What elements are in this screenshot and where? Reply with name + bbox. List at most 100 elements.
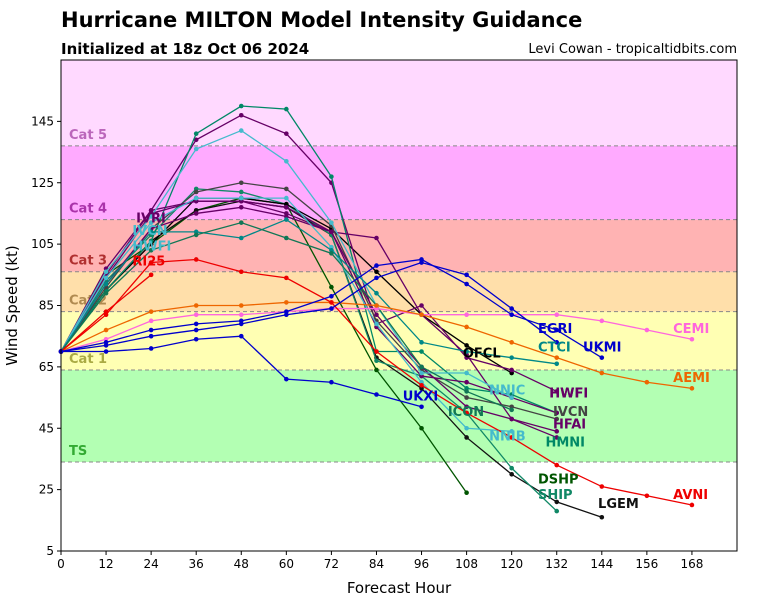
series-label-ri25: RI25 [132, 255, 165, 270]
data-point [509, 306, 514, 311]
data-point [329, 300, 334, 305]
data-point [464, 395, 469, 400]
data-point [374, 235, 379, 241]
data-point [284, 211, 289, 216]
data-point [509, 407, 514, 413]
data-point [284, 158, 289, 164]
series-line-hmni [60, 105, 557, 414]
data-point [464, 272, 469, 278]
data-point [148, 260, 154, 265]
data-point [238, 220, 244, 225]
x-tick-label: 0 [57, 557, 65, 571]
data-point [238, 321, 244, 327]
data-point [464, 410, 469, 416]
band-label: TS [69, 444, 87, 459]
x-tick-label: 144 [590, 557, 613, 571]
data-point [374, 392, 379, 397]
data-point [103, 327, 109, 333]
data-point [193, 336, 199, 342]
data-point [509, 416, 514, 422]
y-tick-label: 45 [39, 421, 54, 435]
data-point [509, 367, 514, 373]
data-point [464, 324, 469, 330]
y-tick-label: 145 [31, 114, 54, 128]
data-point [554, 355, 560, 360]
band-cat-2 [61, 271, 737, 312]
data-point [238, 269, 244, 275]
data-point [238, 205, 244, 210]
data-point [374, 312, 379, 318]
data-point [374, 349, 379, 354]
data-point [509, 435, 514, 440]
data-point [329, 251, 334, 256]
data-point [374, 263, 379, 268]
chart-title: Hurricane MILTON Model Intensity Guidanc… [61, 8, 583, 32]
data-point [419, 404, 424, 410]
y-tick-label: 65 [39, 360, 54, 374]
data-point [148, 309, 154, 314]
data-point [419, 260, 424, 265]
data-point [329, 379, 334, 385]
data-point [689, 336, 695, 342]
data-point [554, 312, 560, 318]
data-point [284, 235, 289, 241]
series-label-aemi: AEMI [673, 371, 710, 386]
x-tick-label: 108 [455, 557, 478, 571]
data-point [554, 327, 560, 333]
x-tick-label: 36 [189, 557, 204, 571]
data-point [464, 370, 469, 376]
x-tick-label: 12 [98, 557, 113, 571]
data-point [464, 312, 469, 318]
series-label-egri: EGRI [538, 322, 572, 337]
y-tick-label: 105 [31, 237, 54, 251]
data-point [464, 349, 469, 354]
data-point [554, 416, 560, 422]
data-point [148, 346, 154, 351]
x-tick-label: 24 [143, 557, 158, 571]
series-label-ukxi: UKXI [403, 390, 439, 405]
series-label-ivri: IVRI [136, 212, 166, 227]
data-point [374, 290, 379, 296]
data-point [464, 425, 469, 431]
data-point [193, 303, 199, 308]
y-axis-label: Wind Speed (kt) [3, 245, 21, 366]
x-tick-label: 168 [680, 557, 703, 571]
data-point [193, 327, 199, 333]
x-tick-label: 60 [279, 557, 294, 571]
data-point [148, 220, 154, 225]
series-line-ctci [60, 218, 557, 365]
chart-credit: Levi Cowan - tropicaltidbits.com [528, 42, 737, 57]
data-point [284, 376, 289, 382]
data-point [193, 321, 199, 327]
data-point [554, 340, 560, 345]
x-tick-label: 120 [500, 557, 523, 571]
series-lines [58, 103, 695, 520]
data-point [374, 367, 379, 373]
x-tick-label: 132 [545, 557, 568, 571]
data-point [193, 146, 199, 152]
data-point [238, 180, 244, 186]
data-point [238, 112, 244, 118]
x-axis-label: Forecast Hour [347, 579, 452, 597]
series-label-dshp: DSHP [538, 472, 579, 487]
data-point [419, 382, 424, 388]
data-point [103, 309, 109, 314]
series-label-nnic: NNIC [489, 383, 525, 398]
data-point [329, 293, 334, 299]
series-label-hwfi: HWFI [549, 387, 588, 402]
data-point [284, 300, 289, 305]
data-point [689, 502, 695, 508]
series-label-ofcl: OFCL [463, 347, 501, 362]
data-point [374, 275, 379, 281]
data-point [509, 395, 514, 400]
series-label-hfai: HFAI [553, 417, 586, 432]
data-point [148, 214, 154, 219]
data-point [238, 303, 244, 308]
data-point [464, 281, 469, 287]
series-label-ivcn: IVCN [553, 405, 588, 420]
data-point [464, 435, 469, 440]
data-point [554, 462, 560, 468]
data-point [193, 232, 199, 238]
data-point [554, 389, 560, 394]
data-point [193, 211, 199, 216]
